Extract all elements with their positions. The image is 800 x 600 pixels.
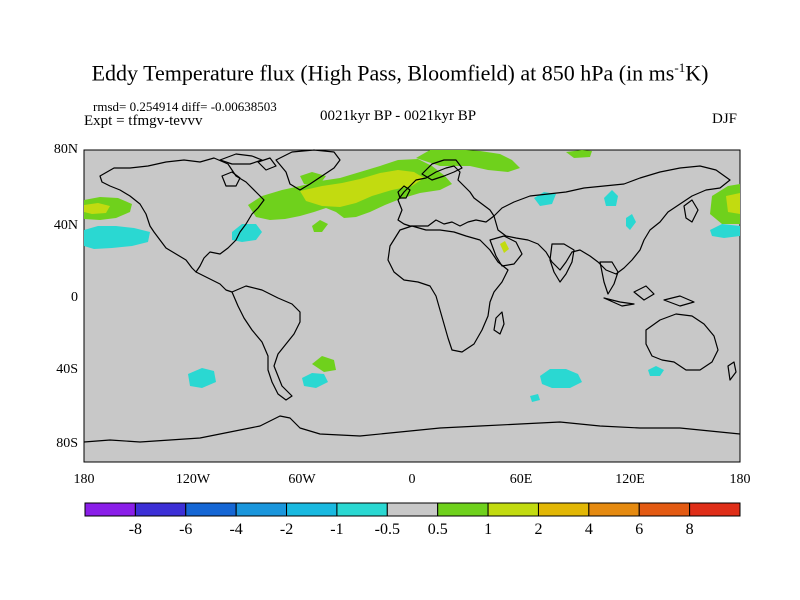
coast-australia: [645, 313, 719, 371]
colorbar-label: 2: [534, 521, 543, 538]
coast-british-isles: [397, 185, 411, 199]
coast-greenland: [275, 149, 341, 191]
field-neg-south-pacific: [188, 368, 216, 388]
field-neg-south-australia: [648, 366, 664, 376]
coast-arctic-islands: [219, 153, 277, 171]
coast-asia: [493, 165, 731, 275]
field-north-pacific-east-core: [726, 193, 740, 214]
plot-title-end: K): [685, 60, 709, 86]
coast-scandinavia: [421, 159, 463, 181]
lon-label-180e: 180: [729, 472, 751, 487]
field-neg-us-east: [232, 224, 262, 242]
period-label: 0021kyr BP - 0021kyr BP: [320, 108, 477, 124]
field-neg-south-indian-small: [530, 394, 540, 402]
anomaly-fields: [84, 150, 740, 402]
field-south-america: [312, 356, 336, 372]
colorbar-label: -2: [279, 521, 294, 538]
coast-india: [549, 243, 575, 283]
lat-label-40s: 40S: [56, 362, 78, 377]
coastlines: [83, 149, 741, 443]
field-north-atlantic-core: [300, 170, 424, 207]
coast-africa: [387, 225, 509, 353]
field-arabia: [500, 241, 509, 253]
colorbar-label: 8: [685, 521, 694, 538]
lat-label-0: 0: [71, 290, 78, 305]
lon-label-0: 0: [408, 472, 416, 487]
colorbar-label: 4: [584, 521, 593, 538]
field-neg-tibet: [626, 214, 636, 230]
map-layer: [83, 149, 741, 463]
map-background: [83, 149, 741, 463]
lon-label-60e: 60E: [509, 472, 533, 487]
lon-label-60w: 60W: [288, 472, 316, 487]
plot-title: Eddy Temperature flux (High Pass, Bloomf…: [0, 60, 800, 86]
colorbar-label: -6: [179, 521, 193, 538]
field-neg-indian-ocean: [540, 369, 582, 388]
field-north-pacific-east: [710, 184, 740, 224]
colorbar-label: -4: [229, 521, 243, 538]
coast-arabia: [489, 235, 523, 267]
colorbar-label: -1: [330, 521, 344, 538]
coast-madagascar: [493, 311, 505, 335]
coast-north-america: [99, 157, 265, 273]
lon-label-180w: 180: [73, 472, 95, 487]
coast-south-america: [231, 285, 301, 401]
season-label: DJF: [712, 111, 738, 127]
field-neg-south-atlantic: [302, 373, 328, 388]
lat-label-40n: 40N: [53, 218, 78, 233]
coast-central-america: [195, 271, 233, 293]
coast-europe: [397, 165, 495, 227]
field-neg-pacific-west: [84, 226, 150, 249]
field-neg-central-asia: [604, 190, 618, 206]
colorbar-label: 6: [635, 521, 644, 538]
colorbar-label: -0.5: [374, 521, 400, 538]
coast-hudson-bay: [221, 171, 241, 187]
coast-antarctica: [83, 415, 741, 443]
lat-label-80s: 80S: [56, 436, 78, 451]
colorbar-label: 1: [484, 521, 493, 538]
colorbar-label: -8: [128, 521, 143, 538]
experiment-label: Expt = tfmgv-tevvv: [84, 113, 203, 129]
plot-title-superscript: -1: [674, 60, 686, 75]
plot-title-main: Eddy Temperature flux (High Pass, Bloomf…: [91, 60, 675, 86]
coast-japan: [683, 199, 699, 223]
lon-label-120e: 120E: [615, 472, 645, 487]
coast-indonesia: [603, 285, 695, 307]
field-mid-atlantic: [312, 220, 328, 232]
coast-new-zealand: [727, 361, 737, 381]
lon-label-120w: 120W: [175, 472, 211, 487]
coast-indochina: [599, 261, 619, 295]
colorbar-label: 0.5: [427, 521, 448, 538]
lat-label-80n: 80N: [53, 142, 78, 157]
field-neg-pacific-east: [710, 224, 740, 238]
field-arctic: [416, 150, 520, 172]
field-labrador: [300, 172, 326, 184]
field-north-pacific-west-core: [84, 203, 110, 214]
stats-text: rmsd= 0.254914 diff= -0.00638503: [93, 99, 277, 114]
field-arctic-east: [566, 150, 592, 158]
